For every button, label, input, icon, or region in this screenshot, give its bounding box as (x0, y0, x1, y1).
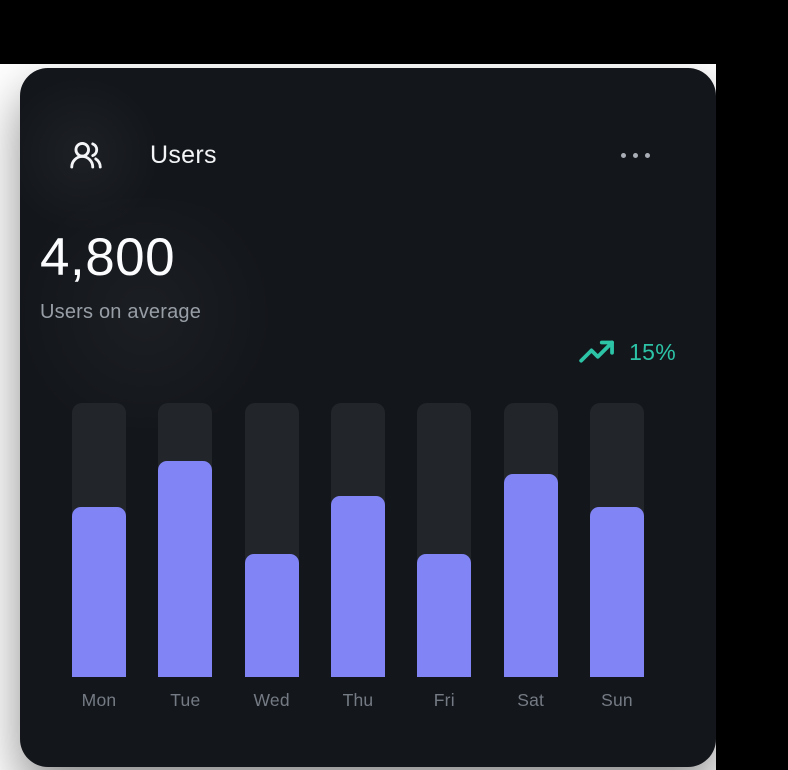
bar-track (158, 403, 213, 677)
trend-indicator: 15% (578, 336, 676, 368)
chart-column-thu: Thu (330, 403, 385, 715)
bar-fill (589, 507, 644, 677)
bar-track (72, 403, 126, 677)
bar-track (330, 403, 385, 677)
bar-fill (158, 460, 213, 677)
page-top-strip (0, 0, 788, 64)
ellipsis-icon (645, 152, 650, 158)
chart-column-sat: Sat (503, 403, 558, 715)
stat-label: Users on average (40, 300, 202, 323)
bar-track (589, 403, 644, 677)
bar-fill (244, 553, 299, 677)
bar-axis-label: Thu (342, 690, 374, 710)
ellipsis-icon (621, 152, 626, 158)
trend-value: 15% (629, 338, 676, 365)
bar-track (417, 403, 472, 677)
chart-column-wed: Wed (244, 403, 299, 715)
stat-value: 4,800 (40, 228, 176, 287)
bar-axis-label: Fri (433, 690, 455, 710)
bar-axis-label: Sun (601, 690, 633, 710)
bar-axis-label: Tue (170, 690, 201, 710)
bar-track (244, 403, 299, 677)
users-icon (66, 135, 106, 175)
bar-fill (503, 474, 558, 677)
bar-axis-label: Sat (517, 690, 545, 710)
card-title: Users (150, 140, 217, 169)
chart-column-fri: Fri (417, 403, 472, 715)
page-right-strip (716, 0, 788, 770)
chart-column-mon: Mon (72, 403, 126, 715)
users-stat-card: Users 4,800 Users on average 15% Mon Tue W… (20, 68, 716, 767)
chart-column-sun: Sun (589, 403, 644, 715)
stat-row: 4,800 Users on average 15% (20, 228, 716, 365)
chart-column-tue: Tue (158, 403, 213, 715)
bar-fill (72, 507, 126, 677)
bar-chart: Mon Tue Wed Thu Fri Sat Sun (20, 403, 716, 715)
bar-axis-label: Wed (253, 690, 290, 710)
bar-track (503, 403, 558, 677)
card-menu-button[interactable] (617, 145, 654, 166)
bar-fill (330, 496, 385, 677)
ellipsis-icon (633, 152, 638, 158)
bar-fill (417, 553, 472, 677)
card-header: Users (20, 130, 716, 180)
trending-up-icon (579, 340, 615, 363)
bar-axis-label: Mon (81, 690, 117, 710)
